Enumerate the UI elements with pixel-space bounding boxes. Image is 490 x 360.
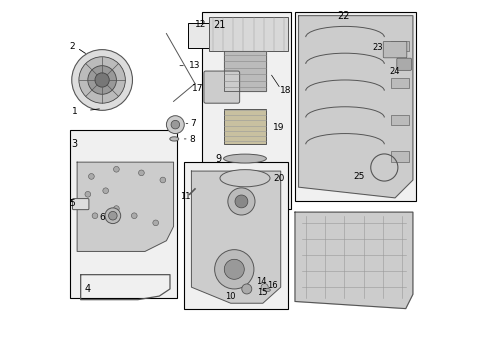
Bar bbox=[209, 18, 288, 51]
Text: 3: 3 bbox=[71, 139, 77, 149]
Circle shape bbox=[85, 192, 91, 197]
Polygon shape bbox=[298, 16, 413, 198]
Circle shape bbox=[114, 166, 119, 172]
FancyBboxPatch shape bbox=[383, 41, 407, 58]
FancyBboxPatch shape bbox=[184, 162, 288, 309]
Circle shape bbox=[88, 66, 117, 94]
Text: 17: 17 bbox=[192, 84, 204, 93]
Circle shape bbox=[261, 284, 268, 291]
Circle shape bbox=[139, 170, 144, 176]
Circle shape bbox=[114, 206, 119, 211]
Circle shape bbox=[109, 211, 117, 220]
Text: 9: 9 bbox=[215, 154, 221, 163]
Text: 10: 10 bbox=[225, 292, 235, 301]
Circle shape bbox=[242, 284, 252, 294]
Bar bbox=[188, 23, 213, 48]
Circle shape bbox=[224, 259, 245, 279]
Circle shape bbox=[235, 195, 248, 208]
Text: 5: 5 bbox=[69, 199, 74, 208]
Text: 13: 13 bbox=[189, 61, 201, 70]
Text: 25: 25 bbox=[354, 172, 365, 181]
Ellipse shape bbox=[220, 170, 270, 187]
Polygon shape bbox=[192, 171, 281, 303]
Text: 12: 12 bbox=[195, 20, 206, 29]
Text: 24: 24 bbox=[390, 67, 400, 76]
Text: 6: 6 bbox=[99, 213, 105, 222]
FancyBboxPatch shape bbox=[70, 130, 177, 298]
FancyBboxPatch shape bbox=[397, 58, 412, 70]
Text: 11: 11 bbox=[180, 192, 190, 201]
Circle shape bbox=[160, 177, 166, 183]
Circle shape bbox=[72, 50, 132, 111]
Circle shape bbox=[215, 249, 254, 289]
Text: 21: 21 bbox=[213, 19, 225, 30]
Text: 4: 4 bbox=[85, 284, 91, 294]
Circle shape bbox=[228, 188, 255, 215]
FancyBboxPatch shape bbox=[73, 199, 89, 210]
Circle shape bbox=[171, 120, 180, 129]
Circle shape bbox=[89, 174, 94, 179]
Text: 23: 23 bbox=[372, 43, 383, 52]
Bar bbox=[223, 109, 267, 144]
FancyBboxPatch shape bbox=[204, 71, 240, 103]
Text: 22: 22 bbox=[337, 11, 349, 21]
Circle shape bbox=[131, 213, 137, 219]
Circle shape bbox=[79, 57, 125, 103]
Circle shape bbox=[92, 213, 98, 219]
Text: 18: 18 bbox=[280, 86, 292, 95]
Polygon shape bbox=[295, 212, 413, 309]
FancyBboxPatch shape bbox=[295, 12, 416, 202]
Circle shape bbox=[103, 188, 109, 194]
Text: 20: 20 bbox=[273, 174, 285, 183]
Text: 8: 8 bbox=[189, 135, 195, 144]
Bar bbox=[392, 114, 409, 125]
Text: 2: 2 bbox=[69, 41, 74, 50]
Bar bbox=[392, 41, 409, 51]
FancyBboxPatch shape bbox=[202, 12, 292, 208]
Ellipse shape bbox=[223, 154, 267, 163]
Text: 14: 14 bbox=[256, 277, 267, 286]
Ellipse shape bbox=[264, 288, 270, 292]
Circle shape bbox=[95, 73, 109, 87]
Text: 7: 7 bbox=[190, 119, 196, 128]
Circle shape bbox=[167, 116, 184, 134]
Text: 16: 16 bbox=[268, 281, 278, 290]
Polygon shape bbox=[77, 162, 173, 251]
Text: 19: 19 bbox=[273, 123, 285, 132]
Text: 1: 1 bbox=[73, 107, 78, 116]
Circle shape bbox=[105, 208, 121, 224]
Bar bbox=[392, 78, 409, 88]
Bar bbox=[392, 152, 409, 162]
Polygon shape bbox=[223, 51, 267, 91]
Text: 15: 15 bbox=[257, 288, 268, 297]
Ellipse shape bbox=[170, 137, 179, 141]
Circle shape bbox=[153, 220, 159, 226]
